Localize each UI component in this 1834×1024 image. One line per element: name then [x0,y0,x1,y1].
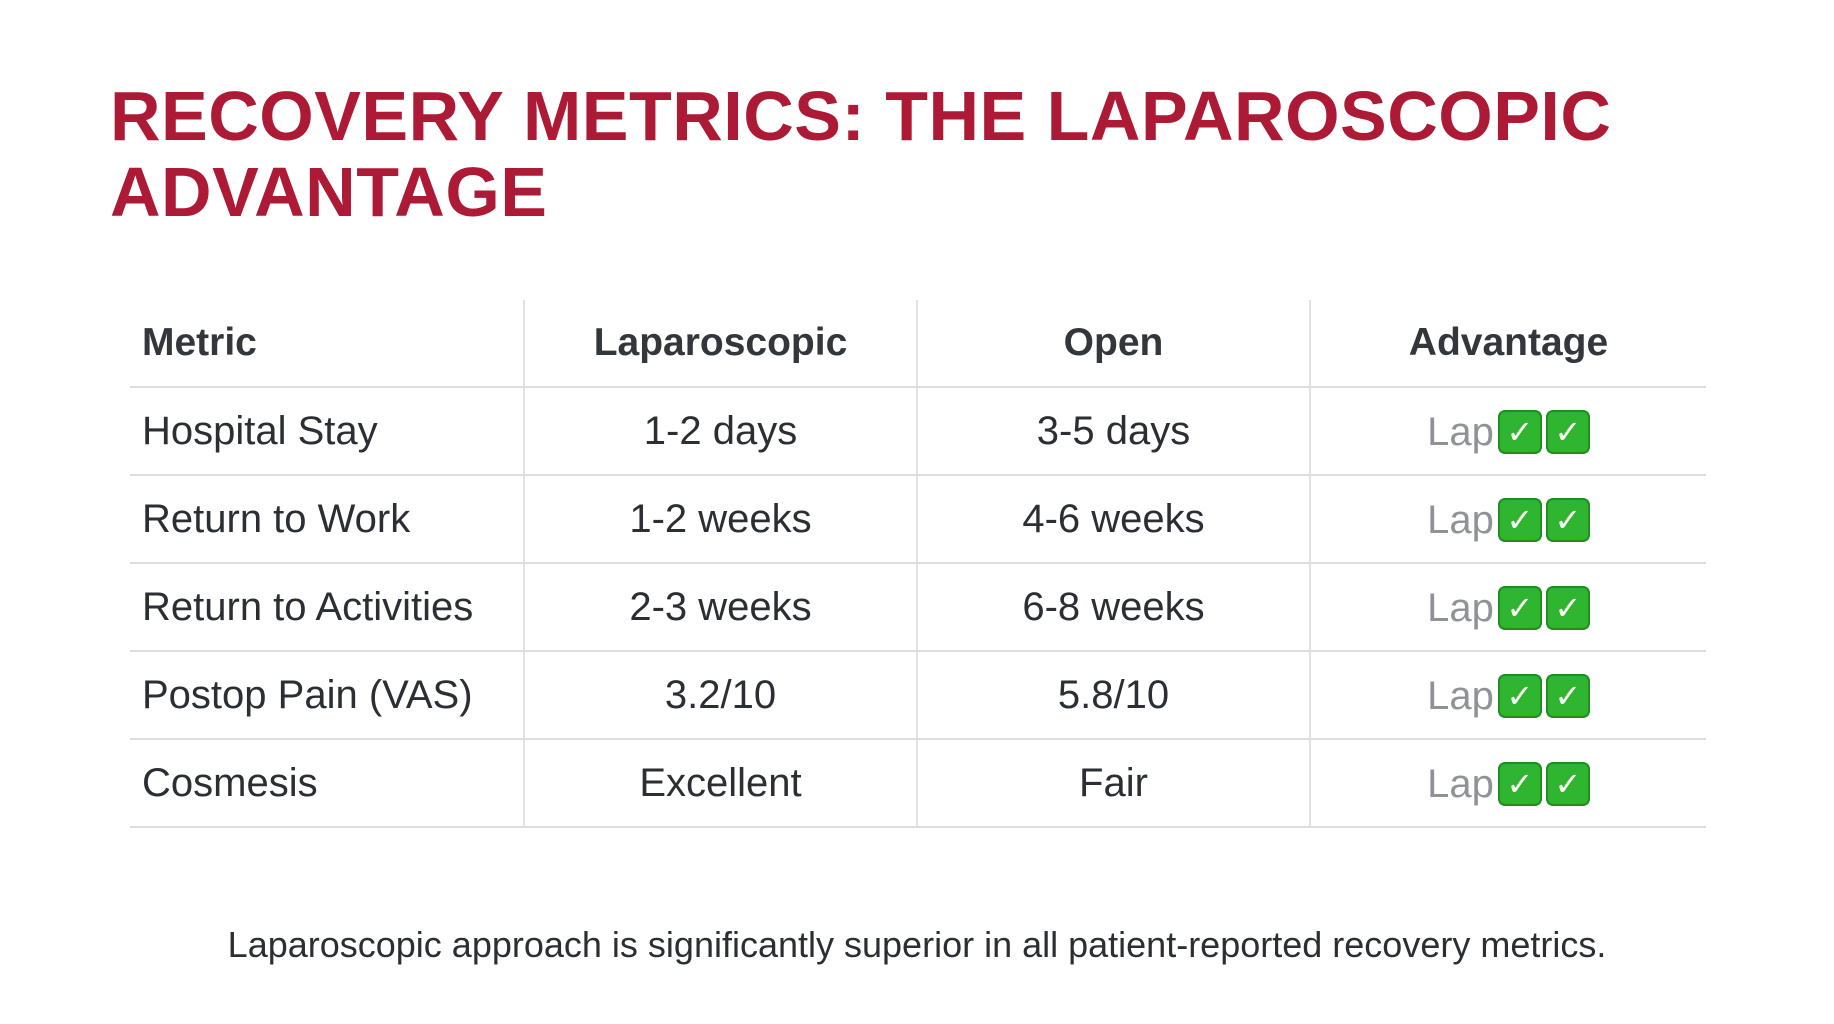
metric-cell: Return to Work [130,475,525,564]
table-row: Hospital Stay 1-2 days 3-5 days Lap ✓ ✓ [130,387,1706,476]
column-header-metric: Metric [130,300,525,388]
laparoscopic-cell: 1-2 days [524,387,918,476]
advantage-label: Lap [1427,761,1494,806]
advantage-label: Lap [1427,497,1494,542]
laparoscopic-cell: Excellent [524,739,918,828]
check-mark-button-icon: ✓ [1545,673,1590,718]
check-mark-button-icon: ✓ [1545,497,1590,542]
laparoscopic-cell: 2-3 weeks [524,563,918,652]
recovery-metrics-table: Metric Laparoscopic Open Advantage Hospi… [130,300,1706,828]
footer-conclusion: Laparoscopic approach is significantly s… [227,924,1607,965]
laparoscopic-cell: 1-2 weeks [524,475,918,564]
laparoscopic-cell: 3.2/10 [524,651,918,740]
metric-cell: Cosmesis [130,739,525,828]
check-mark-button-icon: ✓ [1545,585,1590,630]
advantage-cell: Lap ✓ ✓ [1310,651,1706,740]
slide-title: RECOVERY METRICS: THE LAPAROSCOPIC ADVAN… [110,77,1612,231]
check-mark-button-icon: ✓ [1497,409,1542,454]
table-row: Postop Pain (VAS) 3.2/10 5.8/10 Lap ✓ ✓ [130,651,1706,740]
open-cell: 4-6 weeks [917,475,1311,564]
advantage-cell: Lap ✓ ✓ [1310,563,1706,652]
advantage-label: Lap [1427,673,1494,718]
metric-cell: Hospital Stay [130,387,525,476]
check-mark-button-icon: ✓ [1545,761,1590,806]
advantage-label: Lap [1427,585,1494,630]
advantage-cell: Lap ✓ ✓ [1310,739,1706,828]
advantage-cell: Lap ✓ ✓ [1310,475,1706,564]
advantage-label: Lap [1427,409,1494,454]
metric-cell: Postop Pain (VAS) [130,651,525,740]
column-header-laparoscopic: Laparoscopic [524,300,918,388]
table-row: Return to Work 1-2 weeks 4-6 weeks Lap ✓ ✓ [130,475,1706,564]
metric-cell: Return to Activities [130,563,525,652]
open-cell: 5.8/10 [917,651,1311,740]
check-mark-button-icon: ✓ [1545,409,1590,454]
check-mark-button-icon: ✓ [1497,761,1542,806]
check-mark-button-icon: ✓ [1497,673,1542,718]
open-cell: 3-5 days [917,387,1311,476]
open-cell: 6-8 weeks [917,563,1311,652]
check-mark-button-icon: ✓ [1497,497,1542,542]
table-row: Return to Activities 2-3 weeks 6-8 weeks… [130,563,1706,652]
table-row: Cosmesis Excellent Fair Lap ✓ ✓ [130,739,1706,828]
check-mark-button-icon: ✓ [1497,585,1542,630]
advantage-cell: Lap ✓ ✓ [1310,387,1706,476]
open-cell: Fair [917,739,1311,828]
column-header-open: Open [917,300,1311,388]
table-header-row: Metric Laparoscopic Open Advantage [130,300,1706,388]
column-header-advantage: Advantage [1310,300,1706,388]
